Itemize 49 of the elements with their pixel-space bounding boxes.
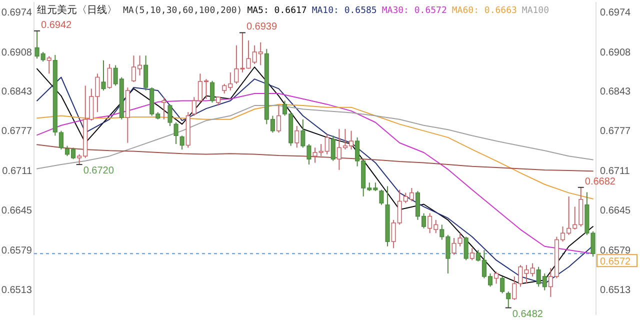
candlestick: [101, 60, 106, 91]
candlestick: [464, 236, 468, 261]
y2-tick-label: 0.6579: [600, 245, 632, 256]
y2-tick-label: 0.6645: [600, 206, 632, 217]
line-series: [36, 144, 594, 172]
y2-tick-label: 0.6974: [600, 8, 632, 19]
annotation: 0.6942: [41, 20, 72, 31]
annotation: 0.6682: [584, 176, 616, 188]
y2-tick-label: 0.6908: [600, 47, 632, 58]
candlestick: [46, 56, 52, 74]
y2-tick-label: 0.6711: [600, 166, 630, 177]
annotation: 0.6482: [512, 308, 544, 320]
candlestick: [470, 248, 474, 261]
candlestick: [174, 122, 178, 145]
y2-tick-label: 0.6513: [600, 285, 632, 296]
y2-tick-label: 0.6777: [600, 126, 632, 138]
y-tick-label: 0.6843: [1, 86, 32, 98]
text: MA60: 0.6663: [452, 6, 517, 16]
candlestick: [294, 125, 300, 148]
candlestick: [180, 135, 184, 150]
candlestick: [494, 271, 499, 284]
candlestick: [216, 96, 221, 106]
y-tick-label: 0.6645: [1, 206, 32, 217]
candlestick: [144, 55, 148, 91]
y2-tick-label: 0.6843: [600, 86, 632, 98]
chart-subtitle: MA(5,10,30,60,100,200): [123, 6, 242, 16]
candlestick: [506, 291, 511, 308]
y-tick-label: 0.6974: [1, 8, 32, 19]
candlestick: [379, 189, 384, 206]
candlestick: [162, 96, 166, 120]
candlestick: [276, 105, 282, 134]
chart-title: 纽元美元〈日线〉: [37, 4, 117, 16]
y-tick-label: 0.6579: [1, 245, 32, 256]
annotation: 0.6720: [83, 166, 114, 177]
candlestick: [168, 104, 172, 126]
text: MA100: [522, 6, 550, 16]
candlestick: [210, 80, 215, 104]
annotation: 0.6939: [246, 22, 278, 33]
ref-line-label: 0.6572: [600, 256, 632, 268]
text: MA5: 0.6617: [247, 6, 307, 16]
text: MA10: 0.6585: [312, 6, 377, 16]
candlestick: [330, 135, 336, 162]
candlestick: [107, 64, 112, 90]
y-tick-label: 0.6513: [1, 285, 32, 296]
y-tick-label: 0.6908: [1, 47, 32, 58]
y-tick-label: 0.6711: [2, 166, 32, 177]
y-tick-label: 0.6777: [1, 126, 32, 138]
text: MA30: 0.6572: [382, 6, 447, 16]
candlestick: [500, 276, 505, 294]
